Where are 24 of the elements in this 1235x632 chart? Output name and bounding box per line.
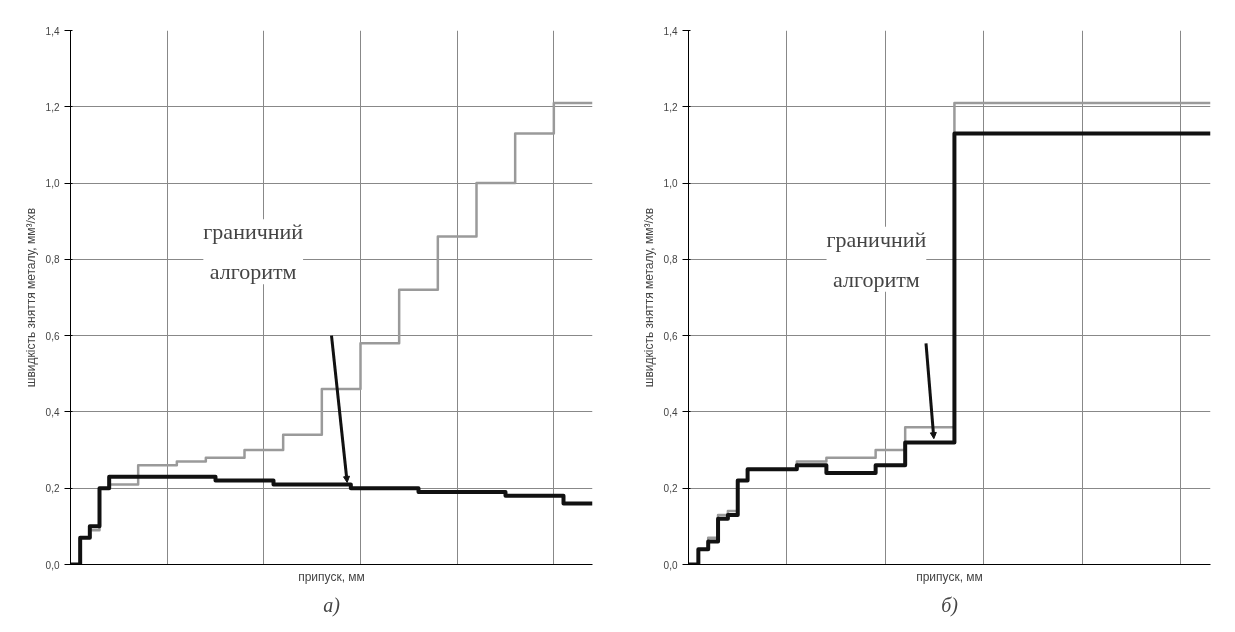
- y-tick-label: 1,4: [45, 25, 60, 37]
- y-tick-label: 0,8: [45, 254, 60, 266]
- y-axis-title: швидкість зняття металу, мм³/хв: [23, 207, 38, 388]
- y-axis-title: швидкість зняття металу, мм³/хв: [641, 207, 656, 388]
- y-tick-label: 0,0: [663, 559, 678, 571]
- y-tick-label: 0,8: [663, 254, 678, 266]
- y-tick-label: 1,2: [663, 101, 678, 113]
- text: а): [323, 593, 341, 617]
- y-tick-label: 1,0: [663, 178, 678, 190]
- y-tick-label: 0,2: [45, 483, 60, 495]
- x-axis-title: припуск, мм: [916, 569, 983, 584]
- y-tick-label: 1,4: [663, 25, 678, 37]
- x-axis-title: припуск, мм: [298, 569, 365, 584]
- y-tick-label: 0,4: [45, 406, 60, 418]
- y-tick-label: 1,2: [45, 101, 60, 113]
- y-tick-label: 0,6: [45, 330, 60, 342]
- y-tick-label: 1,0: [45, 178, 60, 190]
- y-tick-label: 0,6: [663, 330, 678, 342]
- y-tick-label: 0,2: [663, 483, 678, 495]
- annotation: граничний алгоритм: [203, 219, 304, 285]
- y-tick-label: 0,4: [663, 406, 678, 418]
- y-tick-label: 0,0: [45, 559, 60, 571]
- annotation: граничний алгоритм: [826, 226, 927, 292]
- text: б): [941, 593, 959, 617]
